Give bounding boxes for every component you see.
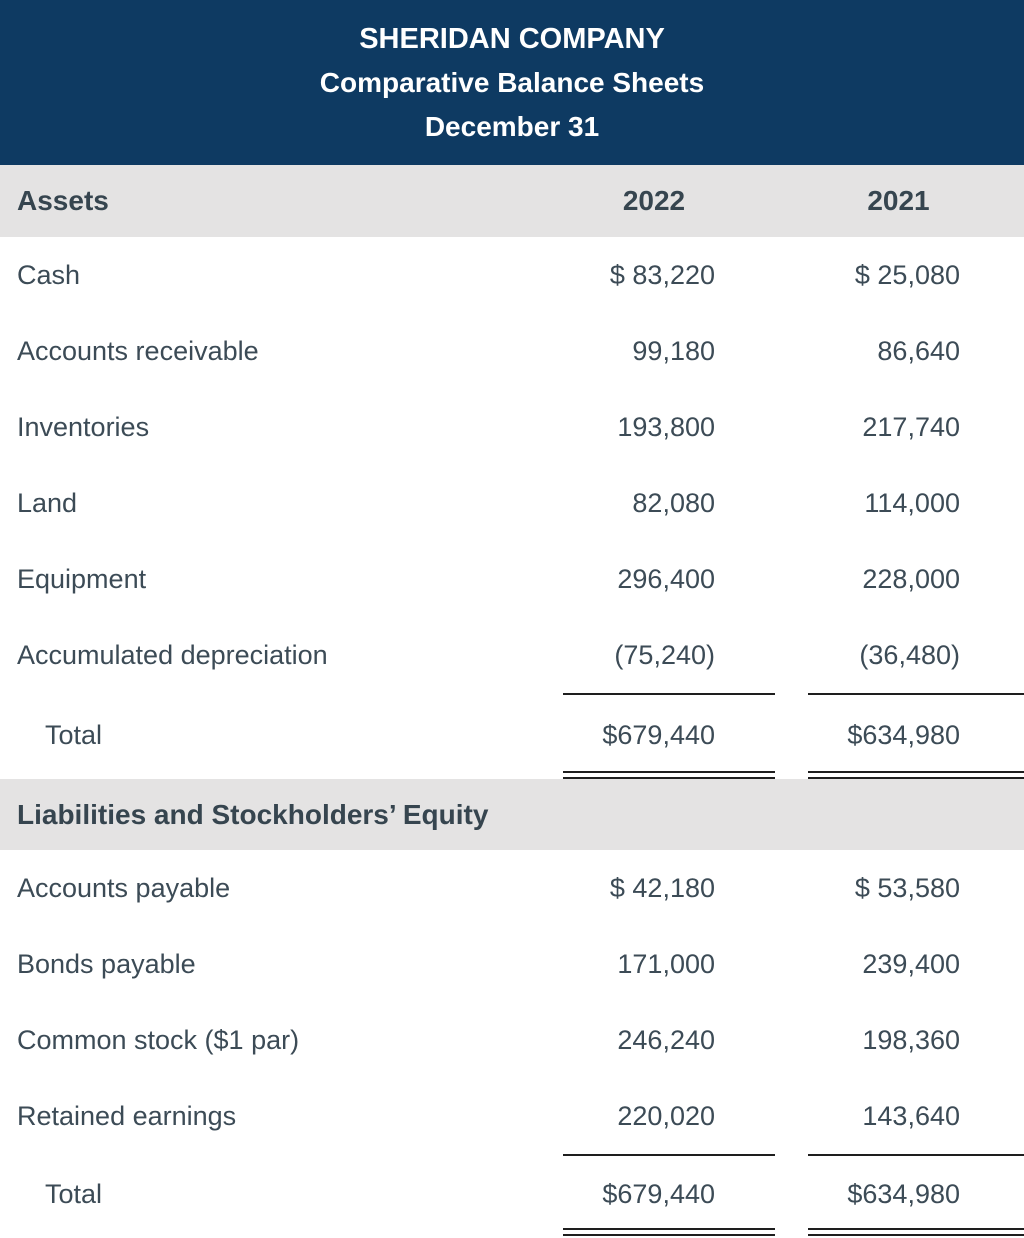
value-2021: 114,000 xyxy=(864,487,960,518)
rule-line-2021 xyxy=(808,693,1024,695)
assets-section-title: Assets xyxy=(17,185,109,216)
table-row-inventories: Inventories 193,800 217,740 xyxy=(0,389,1024,465)
table-row-bonds-payable: Bonds payable 171,000 239,400 xyxy=(0,926,1024,1002)
value-2021: (36,480) xyxy=(859,639,960,670)
table-row-retained-earnings: Retained earnings 220,020 143,640 xyxy=(0,1078,1024,1154)
value-2022: 193,800 xyxy=(617,411,715,442)
liabilities-section-header: Liabilities and Stockholders’ Equity xyxy=(0,779,1024,850)
row-label: Accumulated depreciation xyxy=(17,639,328,670)
single-rule xyxy=(0,1154,1024,1160)
value-2021: 239,400 xyxy=(862,948,960,979)
total-label: Total xyxy=(45,719,103,750)
year-column-2021: 2021 xyxy=(867,185,930,216)
value-2022: 296,400 xyxy=(617,563,715,594)
value-2022: $ 83,220 xyxy=(609,259,715,290)
double-rule-line-2021 xyxy=(808,1228,1024,1236)
double-rule xyxy=(0,1228,1024,1236)
total-value-2021: $634,980 xyxy=(847,1178,960,1209)
value-2021: 143,640 xyxy=(862,1100,960,1131)
row-label: Accounts payable xyxy=(17,872,231,903)
row-label: Land xyxy=(17,487,78,518)
value-2022: 246,240 xyxy=(617,1024,715,1055)
table-row-land: Land 82,080 114,000 xyxy=(0,465,1024,541)
table-row-cash: Cash $ 83,220 $ 25,080 xyxy=(0,237,1024,313)
row-label: Bonds payable xyxy=(17,948,196,979)
total-value-2022: $679,440 xyxy=(602,1178,715,1209)
table-row-common-stock: Common stock ($1 par) 246,240 198,360 xyxy=(0,1002,1024,1078)
assets-total-row: Total $679,440 $634,980 xyxy=(0,699,1024,771)
double-rule-line-2022 xyxy=(563,1228,775,1236)
value-2021: 86,640 xyxy=(877,335,960,366)
rule-line-2021 xyxy=(808,1154,1024,1156)
rule-line-2022 xyxy=(563,1154,775,1156)
table-row-equipment: Equipment 296,400 228,000 xyxy=(0,541,1024,617)
table-row-accounts-receivable: Accounts receivable 99,180 86,640 xyxy=(0,313,1024,389)
total-value-2022: $679,440 xyxy=(602,719,715,750)
value-2022: (75,240) xyxy=(614,639,715,670)
value-2021: $ 53,580 xyxy=(854,872,960,903)
row-label: Accounts receivable xyxy=(17,335,259,366)
report-date: December 31 xyxy=(424,110,600,142)
assets-section-header: Assets 2022 2021 xyxy=(0,165,1024,237)
table-row-accounts-payable: Accounts payable $ 42,180 $ 53,580 xyxy=(0,850,1024,926)
value-2022: $ 42,180 xyxy=(609,872,715,903)
double-rule-line-2021 xyxy=(808,771,1024,779)
liabilities-total-row: Total $679,440 $634,980 xyxy=(0,1160,1024,1228)
value-2022: 99,180 xyxy=(632,335,715,366)
row-label: Retained earnings xyxy=(17,1100,237,1131)
value-2022: 82,080 xyxy=(632,487,715,518)
row-label: Cash xyxy=(17,259,81,290)
double-rule-line-2022 xyxy=(563,771,775,779)
value-2021: 217,740 xyxy=(862,411,960,442)
report-subtitle: Comparative Balance Sheets xyxy=(319,66,705,98)
double-rule xyxy=(0,771,1024,779)
row-label: Equipment xyxy=(17,563,147,594)
value-2022: 220,020 xyxy=(617,1100,715,1131)
value-2021: 198,360 xyxy=(862,1024,960,1055)
row-label: Common stock ($1 par) xyxy=(17,1024,300,1055)
value-2021: 228,000 xyxy=(862,563,960,594)
total-value-2021: $634,980 xyxy=(847,719,960,750)
rule-line-2022 xyxy=(563,693,775,695)
liabilities-section-title: Liabilities and Stockholders’ Equity xyxy=(17,798,489,830)
total-label: Total xyxy=(45,1178,103,1209)
single-rule xyxy=(0,693,1024,699)
company-name: SHERIDAN COMPANY xyxy=(359,22,665,55)
table-row-accumulated-depreciation: Accumulated depreciation (75,240) (36,48… xyxy=(0,617,1024,693)
value-2021: $ 25,080 xyxy=(854,259,960,290)
year-column-2022: 2022 xyxy=(622,185,686,216)
value-2022: 171,000 xyxy=(617,948,715,979)
row-label: Inventories xyxy=(17,411,150,442)
report-header: SHERIDAN COMPANY Comparative Balance She… xyxy=(0,0,1024,165)
